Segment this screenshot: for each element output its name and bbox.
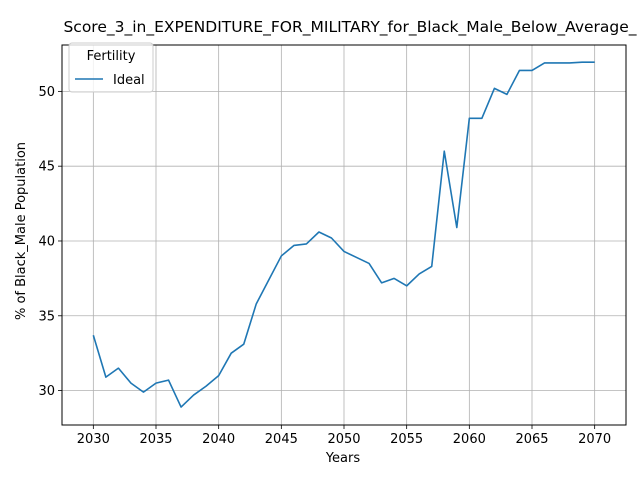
x-tick-label: 2045 — [265, 432, 298, 447]
series-line-ideal — [92, 61, 595, 408]
legend-label-ideal: Ideal — [113, 73, 145, 88]
y-tick-label: 45 — [38, 160, 55, 175]
y-tick-label: 50 — [38, 85, 55, 100]
x-tick-label: 2070 — [578, 432, 611, 447]
x-axis: 2030 2035 2040 2045 2050 2055 2060 2065 2070 — [77, 425, 611, 447]
y-tick-label: 30 — [38, 384, 55, 399]
x-tick-label: 2060 — [453, 432, 486, 447]
chart-title: Score_3_in_EXPENDITURE_FOR_MILITARY_for_… — [63, 18, 636, 37]
x-axis-label: Years — [325, 451, 361, 466]
x-tick-label: 2040 — [202, 432, 235, 447]
y-axis: 30 35 40 45 50 — [38, 85, 62, 399]
grid-lines — [62, 45, 626, 425]
y-tick-label: 40 — [38, 234, 55, 249]
legend-title: Fertility — [87, 49, 136, 64]
series-layer — [92, 61, 595, 408]
y-axis-label: % of Black_Male Population — [14, 142, 29, 320]
y-tick-label: 35 — [38, 309, 55, 324]
x-tick-label: 2035 — [139, 432, 172, 447]
x-tick-label: 2065 — [515, 432, 548, 447]
legend: Fertility Ideal — [68, 42, 154, 93]
x-tick-label: 2050 — [327, 432, 360, 447]
x-tick-label: 2030 — [77, 432, 110, 447]
x-tick-label: 2055 — [390, 432, 423, 447]
